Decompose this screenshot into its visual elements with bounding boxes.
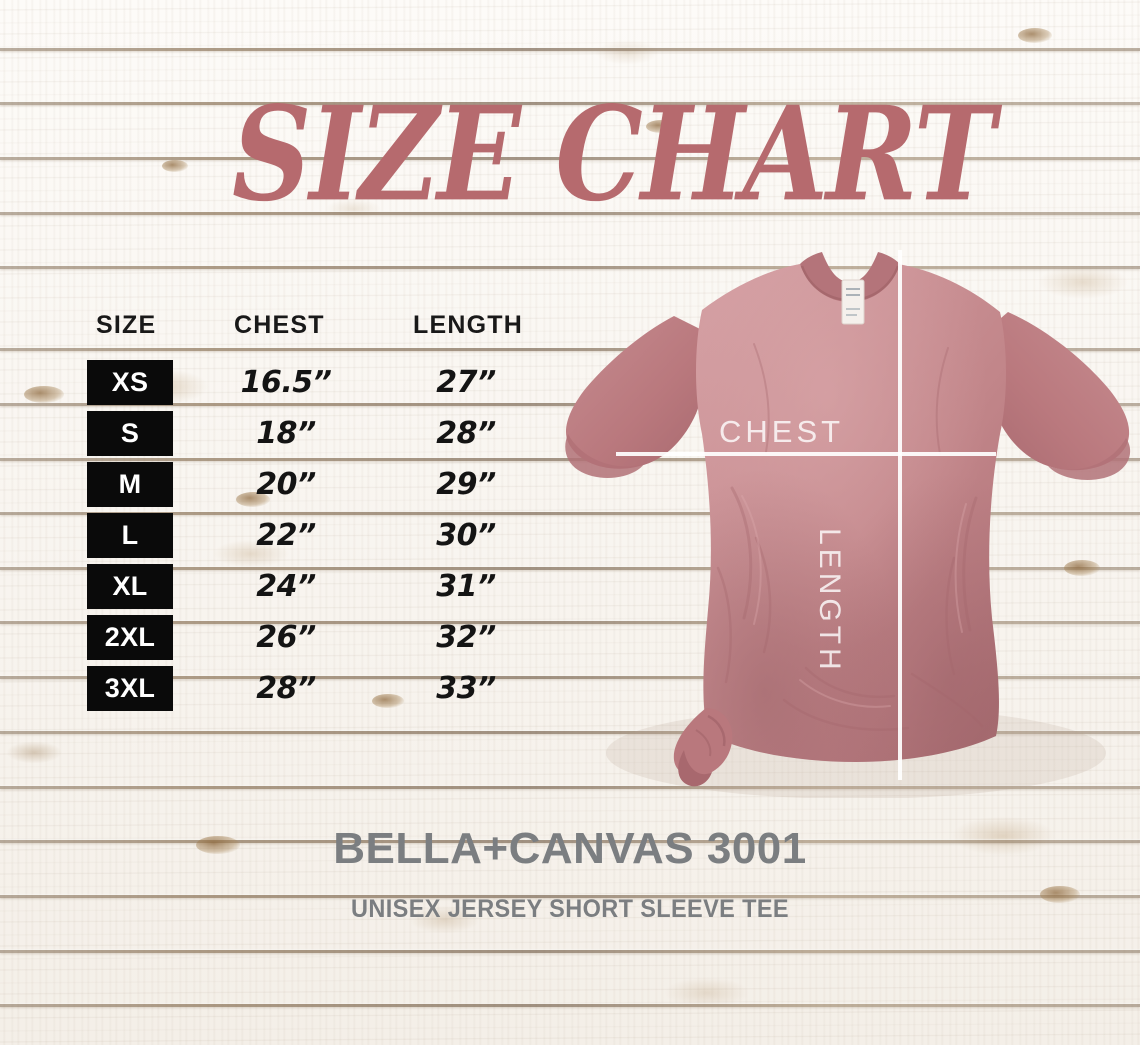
chest-value: 26” <box>256 620 316 655</box>
size-badge: 2XL <box>87 615 173 660</box>
plank-seam <box>0 950 1140 953</box>
size-badge: 3XL <box>87 666 173 711</box>
chest-value: 16.5” <box>240 365 332 400</box>
plank-seam <box>0 567 1140 570</box>
length-value: 31” <box>436 569 496 604</box>
column-header-length: LENGTH <box>413 311 523 339</box>
length-value: 30” <box>436 518 496 553</box>
product-subtitle: UNISEX JERSEY SHORT SLEEVE TEE <box>351 895 789 923</box>
wood-knot <box>236 492 270 507</box>
plank-seam <box>0 212 1140 215</box>
wood-knot <box>1018 28 1052 43</box>
wood-knot <box>1064 560 1100 576</box>
plank-seam <box>0 48 1140 51</box>
size-label: 3XL <box>104 673 156 703</box>
size-label: S <box>120 418 140 448</box>
chest-value: 22” <box>256 518 316 553</box>
page-title: SIZE CHART <box>232 77 996 231</box>
size-badge: XS <box>87 360 173 405</box>
plank-seam <box>0 731 1140 734</box>
chest-value: 20” <box>256 467 316 502</box>
size-badge: S <box>87 411 173 456</box>
plank-seam <box>0 621 1140 624</box>
plank-seam <box>0 840 1140 843</box>
chest-value: 24” <box>256 569 316 604</box>
length-value: 28” <box>436 416 496 451</box>
wood-knot <box>646 120 676 133</box>
plank-seam <box>0 895 1140 898</box>
chest-value: 28” <box>256 671 316 706</box>
size-badge: L <box>87 513 173 558</box>
size-label: 2XL <box>104 622 156 652</box>
wood-knot <box>162 160 188 172</box>
wood-knot <box>1040 886 1080 903</box>
plank-seam <box>0 266 1140 269</box>
column-header-size: SIZE <box>96 311 157 339</box>
size-label: L <box>121 520 139 550</box>
size-badge: M <box>87 462 173 507</box>
plank-seam <box>0 1004 1140 1007</box>
chest-measurement-label: CHEST <box>719 414 845 449</box>
length-value: 33” <box>436 671 496 706</box>
tshirt-product-image <box>556 238 1140 798</box>
size-label: XL <box>112 571 148 601</box>
plank-seam <box>0 403 1140 406</box>
wood-knot <box>372 694 404 708</box>
column-header-chest: CHEST <box>234 311 325 339</box>
size-label: M <box>118 469 142 499</box>
chest-measurement-line <box>616 452 996 456</box>
plank-seam <box>0 102 1140 105</box>
length-value: 27” <box>436 365 496 400</box>
chest-value: 18” <box>256 416 316 451</box>
length-value: 32” <box>436 620 496 655</box>
wood-knot <box>196 836 240 854</box>
plank-seam <box>0 348 1140 351</box>
size-badge: XL <box>87 564 173 609</box>
plank-seam <box>0 676 1140 679</box>
length-measurement-line <box>898 250 902 780</box>
length-measurement-label: LENGTH <box>813 528 846 674</box>
tshirt-illustration <box>565 252 1131 798</box>
plank-seam <box>0 786 1140 789</box>
plank-seam <box>0 157 1140 160</box>
plank-seam <box>0 512 1140 515</box>
wood-knot <box>24 386 64 403</box>
length-value: 29” <box>436 467 496 502</box>
brand-name: BELLA+CANVAS 3001 <box>333 824 807 873</box>
size-label: XS <box>111 367 149 397</box>
